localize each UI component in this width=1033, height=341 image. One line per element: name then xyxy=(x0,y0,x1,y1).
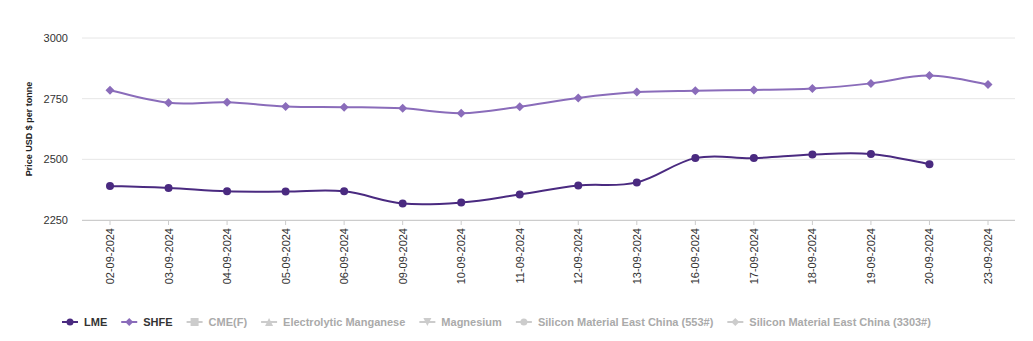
legend-label: Electrolytic Manganese xyxy=(283,316,405,328)
x-tick xyxy=(168,220,169,225)
series-line xyxy=(110,153,929,204)
data-point xyxy=(281,102,290,111)
data-point xyxy=(399,199,407,207)
y-tick-label: 3000 xyxy=(44,32,68,44)
x-tick xyxy=(870,220,871,225)
data-point xyxy=(633,178,641,186)
legend-item[interactable]: Magnesium xyxy=(419,316,502,328)
series-line xyxy=(110,76,988,114)
legend-item[interactable]: LME xyxy=(62,316,107,328)
data-point xyxy=(282,188,290,196)
x-tick xyxy=(988,220,989,225)
data-point xyxy=(691,154,699,162)
x-tick xyxy=(753,220,754,225)
data-point xyxy=(457,109,466,118)
data-point xyxy=(165,184,173,192)
y-tick-label: 2750 xyxy=(44,93,68,105)
x-tick xyxy=(636,220,637,225)
legend-marker xyxy=(265,318,273,326)
x-tick-label: 03-09-2024 xyxy=(163,228,175,284)
x-tick xyxy=(227,220,228,225)
legend-label: Magnesium xyxy=(441,316,502,328)
legend-marker xyxy=(125,318,133,326)
x-tick xyxy=(110,220,111,225)
x-tick-label: 12-09-2024 xyxy=(572,228,584,284)
x-tick-label: 23-09-2024 xyxy=(982,228,994,284)
x-tick-label: 18-09-2024 xyxy=(806,228,818,284)
data-point xyxy=(808,84,817,93)
data-point xyxy=(340,103,349,112)
data-point xyxy=(516,191,524,199)
data-point xyxy=(808,150,816,158)
x-axis xyxy=(82,220,1015,221)
data-point xyxy=(574,182,582,190)
x-tick xyxy=(402,220,403,225)
x-tick xyxy=(285,220,286,225)
legend-item[interactable]: Silicon Material East China (3303#) xyxy=(727,316,931,328)
legend-label: Silicon Material East China (553#) xyxy=(538,316,714,328)
x-tick-label: 19-09-2024 xyxy=(865,228,877,284)
data-point xyxy=(106,86,115,95)
data-point xyxy=(340,187,348,195)
data-point xyxy=(574,93,583,102)
y-tick-label: 2500 xyxy=(44,153,68,165)
x-tick-label: 09-09-2024 xyxy=(397,228,409,284)
x-tick xyxy=(695,220,696,225)
plot-area xyxy=(106,71,993,207)
legend-marker xyxy=(520,319,527,326)
x-tick-label: 11-09-2024 xyxy=(514,228,526,283)
legend-marker xyxy=(67,319,74,326)
x-tick xyxy=(578,220,579,225)
grid-line xyxy=(82,98,1015,99)
data-point xyxy=(223,98,232,107)
data-point xyxy=(515,102,524,111)
legend-item[interactable]: SHFE xyxy=(121,316,172,328)
y-axis-label: Price USD $ per tonne xyxy=(24,82,34,177)
data-point xyxy=(164,98,173,107)
x-tick-label: 20-09-2024 xyxy=(923,228,935,284)
data-point xyxy=(398,104,407,113)
x-tick-label: 04-09-2024 xyxy=(221,228,233,284)
data-point xyxy=(925,160,933,168)
data-point xyxy=(749,85,758,94)
data-point xyxy=(457,199,465,207)
data-point xyxy=(106,182,114,190)
data-point xyxy=(866,79,875,88)
legend-label: LME xyxy=(84,316,107,328)
grid-line xyxy=(82,220,1015,221)
x-tick xyxy=(812,220,813,225)
chart: 2250 2500 2750 3000 Price USD $ per tonne 02-… xyxy=(0,0,1033,341)
legend-item[interactable]: CME(F) xyxy=(187,316,248,328)
data-point xyxy=(867,150,875,158)
legend-marker xyxy=(191,318,199,326)
grid-line xyxy=(82,159,1015,160)
legend-item[interactable]: Electrolytic Manganese xyxy=(261,316,405,328)
legend-label: CME(F) xyxy=(209,316,248,328)
data-point xyxy=(223,187,231,195)
data-point xyxy=(691,86,700,95)
grid-line xyxy=(82,38,1015,39)
legend-label: SHFE xyxy=(143,316,172,328)
x-tick xyxy=(519,220,520,225)
x-tick-label: 02-09-2024 xyxy=(104,228,116,284)
data-point xyxy=(750,154,758,162)
legend-label: Silicon Material East China (3303#) xyxy=(749,316,931,328)
legend-item[interactable]: Silicon Material East China (553#) xyxy=(516,316,714,328)
x-tick-label: 10-09-2024 xyxy=(455,228,467,284)
x-tick-label: 17-09-2024 xyxy=(748,228,760,284)
data-point xyxy=(984,80,993,89)
data-point xyxy=(925,71,934,80)
x-tick-label: 06-09-2024 xyxy=(338,228,350,284)
y-tick-label: 2250 xyxy=(44,214,68,226)
x-tick xyxy=(344,220,345,225)
x-tick-label: 13-09-2024 xyxy=(631,228,643,284)
legend-marker xyxy=(423,318,431,326)
x-tick-label: 05-09-2024 xyxy=(280,228,292,284)
x-tick xyxy=(461,220,462,225)
x-tick-label: 16-09-2024 xyxy=(689,228,701,284)
x-tick xyxy=(929,220,930,225)
legend-marker xyxy=(731,318,739,326)
data-point xyxy=(632,88,641,97)
